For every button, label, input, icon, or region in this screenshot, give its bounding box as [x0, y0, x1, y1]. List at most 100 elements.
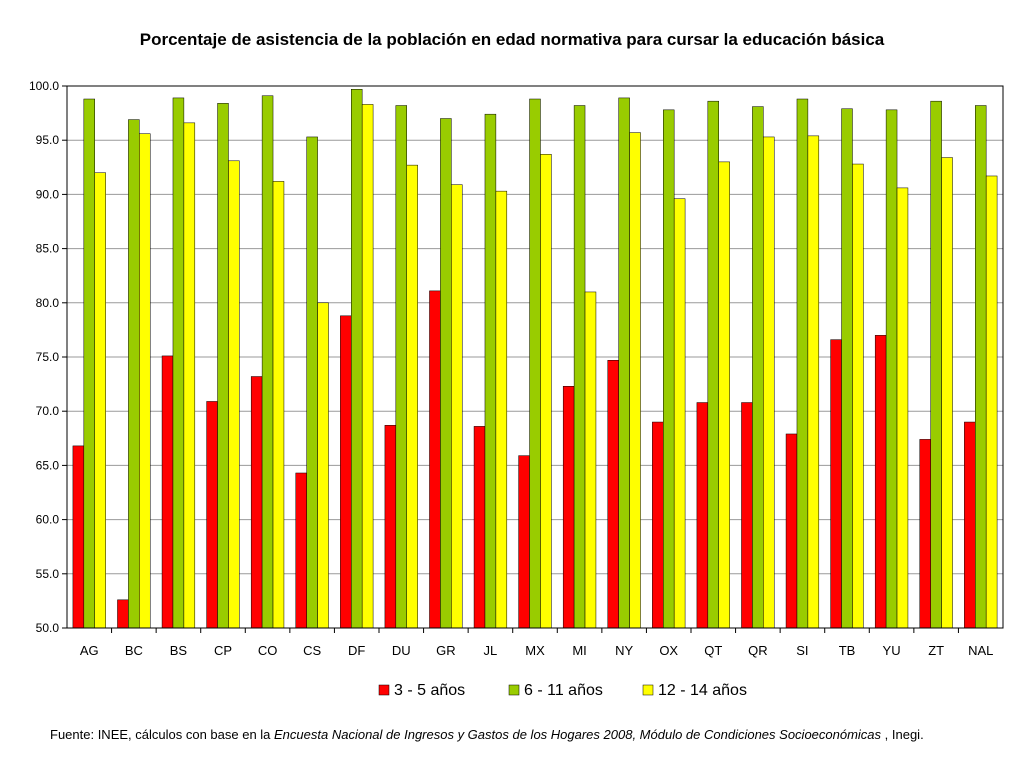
- x-tick-label: QT: [704, 643, 722, 658]
- bar-ag-series-1: [72, 445, 85, 629]
- bar-tb-series-3: [852, 163, 864, 629]
- x-tick-label: SI: [796, 643, 808, 658]
- bar-cs-series-3: [317, 302, 329, 629]
- x-tick-label: TB: [839, 643, 856, 658]
- bar-bc-series-3: [139, 133, 151, 629]
- bar-ox-series-2: [663, 109, 675, 629]
- source-survey-name: Encuesta Nacional de Ingresos y Gastos d…: [274, 727, 882, 742]
- bar-gr-series-2: [440, 118, 452, 629]
- x-tick-label: NAL: [968, 643, 993, 658]
- bar-qr-series-1: [741, 402, 753, 629]
- x-tick-label: GR: [436, 643, 456, 658]
- y-tick-label: 65.0: [36, 458, 60, 472]
- x-tick-label: BS: [170, 643, 188, 658]
- bar-mi-series-3: [584, 291, 597, 629]
- bar-ag-series-2: [83, 98, 95, 629]
- x-tick-label: DU: [392, 643, 411, 658]
- bar-mx-series-2: [529, 98, 541, 629]
- bar-ny-series-1: [607, 360, 619, 629]
- bar-ox-series-3: [673, 198, 686, 629]
- x-tick-label: OX: [659, 643, 678, 658]
- legend-label: 6 - 11 años: [524, 682, 603, 699]
- source-note: Fuente: INEE, cálculos con base en la En…: [50, 727, 1010, 742]
- x-tick-label: ZT: [928, 643, 944, 658]
- x-tick-label: CS: [303, 643, 321, 658]
- bar-cp-series-2: [217, 103, 229, 629]
- x-tick-label: CO: [258, 643, 278, 658]
- y-tick-label: 95.0: [36, 133, 60, 147]
- legend-label: 3 - 5 años: [394, 682, 465, 699]
- bar-qt-series-2: [707, 100, 719, 629]
- bar-yu-series-1: [874, 335, 887, 629]
- bar-tb-series-1: [830, 339, 842, 629]
- x-tick-label: QR: [748, 643, 768, 658]
- x-tick-label: DF: [348, 643, 365, 658]
- bars: [72, 89, 998, 629]
- plot-area-border: [66, 85, 1004, 629]
- bar-du-series-2: [395, 105, 407, 629]
- bar-bs-series-2: [172, 97, 185, 629]
- bar-df-series-1: [340, 315, 352, 629]
- x-tick-label: YU: [883, 643, 901, 658]
- bar-bs-series-3: [183, 122, 196, 629]
- bar-mi-series-2: [573, 105, 586, 629]
- bar-yu-series-3: [896, 187, 909, 629]
- bar-si-series-1: [785, 433, 798, 629]
- y-tick-label: 50.0: [36, 621, 60, 635]
- bar-zt-series-1: [919, 439, 931, 629]
- bar-ny-series-2: [618, 97, 630, 629]
- legend-swatch: [508, 684, 520, 696]
- legend-swatch: [378, 684, 390, 696]
- axes: 50.0 55.0 60.0 65.0 70.0 75.0 80.0 85.0 90.0 95.0…: [29, 79, 1004, 658]
- bar-zt-series-2: [930, 100, 942, 629]
- bar-mx-series-1: [518, 455, 530, 629]
- x-tick-label: BC: [125, 643, 143, 658]
- y-tick-label: 75.0: [36, 350, 60, 364]
- bar-bs-series-1: [161, 355, 174, 629]
- bar-jl-series-2: [484, 113, 497, 629]
- source-suffix: , Inegi.: [881, 727, 924, 742]
- x-tick-label: JL: [484, 643, 498, 658]
- bar-qt-series-1: [696, 402, 709, 629]
- x-tick-label: NY: [615, 643, 633, 658]
- bar-qt-series-3: [718, 161, 730, 629]
- bar-nal-series-2: [975, 105, 987, 629]
- x-tick-label: CP: [214, 643, 232, 658]
- x-tick-label: MI: [572, 643, 586, 658]
- bar-ag-series-3: [94, 172, 106, 629]
- bar-qr-series-2: [752, 106, 764, 629]
- y-tick-label: 85.0: [36, 242, 60, 256]
- bar-cs-series-2: [306, 136, 318, 629]
- legend: 3 - 5 años 6 - 11 años 12 - 14 años: [378, 682, 747, 699]
- chart-title: Porcentaje de asistencia de la población…: [140, 30, 885, 49]
- bar-jl-series-1: [473, 426, 486, 629]
- bar-qr-series-3: [763, 136, 775, 629]
- bar-gr-series-1: [429, 290, 441, 629]
- bar-zt-series-3: [941, 157, 953, 629]
- bar-du-series-1: [384, 425, 397, 629]
- legend-swatch: [642, 684, 654, 696]
- x-tick-label: MX: [525, 643, 545, 658]
- bar-yu-series-2: [885, 109, 898, 629]
- bar-df-series-3: [361, 104, 374, 629]
- bar-bc-series-1: [117, 599, 129, 629]
- y-tick-label: 100.0: [29, 79, 59, 93]
- y-tick-label: 80.0: [36, 296, 60, 310]
- y-tick-label: 60.0: [36, 513, 60, 527]
- bar-si-series-2: [796, 98, 809, 629]
- bar-cp-series-1: [206, 401, 218, 629]
- bar-co-series-2: [261, 95, 274, 629]
- bar-co-series-3: [272, 181, 285, 629]
- bar-si-series-3: [807, 135, 820, 629]
- bar-nal-series-1: [964, 421, 976, 629]
- bar-ny-series-3: [629, 132, 641, 629]
- bar-co-series-1: [250, 376, 263, 629]
- bar-nal-series-3: [985, 175, 998, 629]
- legend-label: 12 - 14 años: [658, 682, 747, 699]
- bar-tb-series-2: [841, 108, 853, 629]
- bar-ox-series-1: [652, 421, 664, 629]
- bar-mx-series-3: [540, 154, 552, 629]
- y-tick-label: 70.0: [36, 404, 60, 418]
- bar-df-series-2: [351, 89, 363, 629]
